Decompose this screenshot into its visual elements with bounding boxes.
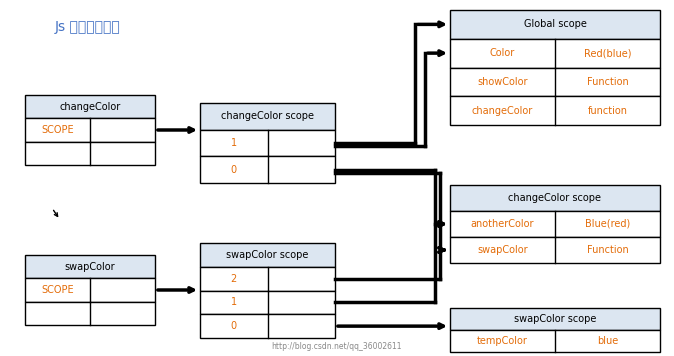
Bar <box>450 68 660 96</box>
Text: changeColor scope: changeColor scope <box>221 111 314 121</box>
Text: changeColor: changeColor <box>59 102 121 112</box>
Bar <box>450 211 660 237</box>
Bar <box>450 39 660 68</box>
Text: 1: 1 <box>231 297 237 307</box>
Text: showColor: showColor <box>477 77 528 87</box>
Text: tempColor: tempColor <box>477 336 528 346</box>
Text: http://blog.csdn.net/qq_36002611: http://blog.csdn.net/qq_36002611 <box>272 342 402 351</box>
Text: swapColor: swapColor <box>65 262 115 272</box>
Bar <box>200 267 335 290</box>
Text: swapColor scope: swapColor scope <box>514 314 596 324</box>
Text: SCOPE: SCOPE <box>41 285 74 295</box>
Text: Color: Color <box>490 48 515 58</box>
Bar <box>450 237 660 263</box>
Text: 0: 0 <box>231 165 237 175</box>
Text: 0: 0 <box>231 321 237 331</box>
Text: Function: Function <box>586 77 628 87</box>
Text: 1: 1 <box>231 138 237 148</box>
Text: blue: blue <box>597 336 618 346</box>
Text: SCOPE: SCOPE <box>41 125 74 135</box>
Bar <box>25 278 155 302</box>
Bar <box>25 302 155 325</box>
Text: anotherColor: anotherColor <box>470 219 534 229</box>
Bar <box>25 142 155 165</box>
Text: function: function <box>588 106 627 116</box>
Text: swapColor scope: swapColor scope <box>226 250 309 260</box>
Bar <box>200 243 335 267</box>
Bar <box>450 330 660 352</box>
Bar <box>200 156 335 183</box>
Bar <box>450 96 660 125</box>
Text: Global scope: Global scope <box>524 19 586 30</box>
Bar <box>200 130 335 156</box>
Bar <box>25 255 155 278</box>
Text: Red(blue): Red(blue) <box>584 48 632 58</box>
Bar <box>25 95 155 118</box>
Text: swapColor: swapColor <box>477 245 528 255</box>
Text: 2: 2 <box>231 274 237 284</box>
Text: changeColor: changeColor <box>472 106 533 116</box>
Text: Js 中的作用域链: Js 中的作用域链 <box>55 20 121 34</box>
Text: Function: Function <box>586 245 628 255</box>
Text: Blue(red): Blue(red) <box>585 219 630 229</box>
Bar <box>200 314 335 338</box>
Bar <box>450 308 660 330</box>
Text: changeColor scope: changeColor scope <box>508 193 601 203</box>
Bar <box>450 185 660 211</box>
Bar <box>200 290 335 314</box>
Bar <box>200 103 335 130</box>
Bar <box>450 10 660 39</box>
Bar <box>25 118 155 142</box>
